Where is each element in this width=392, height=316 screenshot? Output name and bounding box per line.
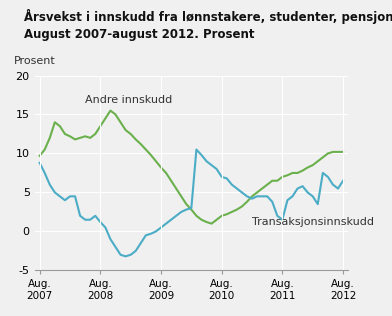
Text: Andre innskudd: Andre innskudd	[85, 95, 172, 105]
Text: Transaksjonsinnskudd: Transaksjonsinnskudd	[252, 217, 374, 227]
Text: August 2007-august 2012. Prosent: August 2007-august 2012. Prosent	[24, 28, 254, 41]
Text: Prosent: Prosent	[15, 56, 56, 66]
Text: Årsvekst i innskudd fra lønnstakere, studenter, pensjonister mv.: Årsvekst i innskudd fra lønnstakere, stu…	[24, 9, 392, 24]
